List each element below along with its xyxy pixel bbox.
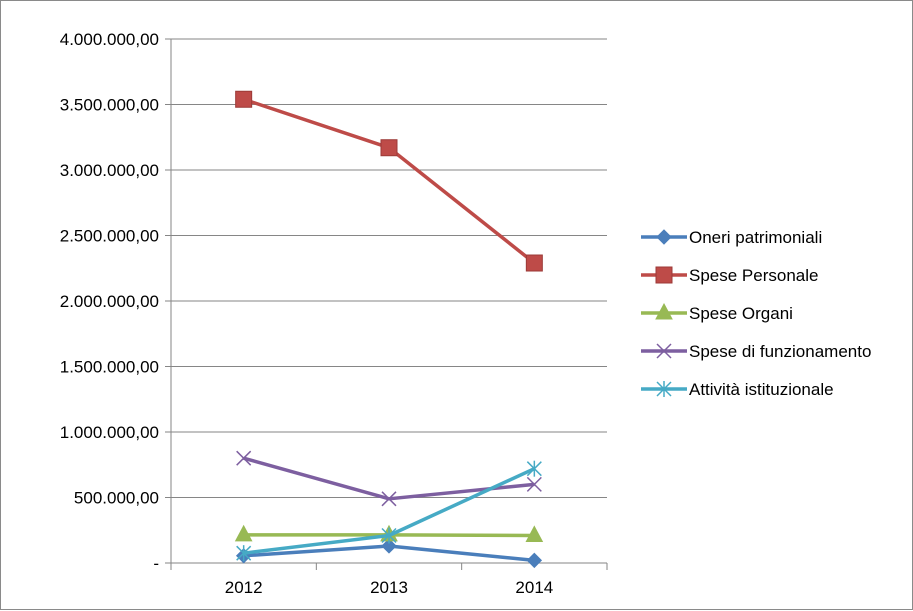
- legend-label: Spese Organi: [689, 304, 793, 323]
- series-4: [236, 460, 542, 562]
- legend-item: Spese Organi: [641, 302, 793, 323]
- x-tick-labels: 2012 2013 2014: [225, 578, 553, 597]
- y-tick-label: 2.500.000,00: [60, 227, 159, 246]
- series-1: [235, 90, 543, 272]
- series-line: [243, 456, 535, 501]
- y-tick-label: 4.000.000,00: [60, 30, 159, 49]
- y-tick-label: 500.000,00: [74, 489, 159, 508]
- legend-marker: [656, 343, 672, 359]
- legend-marker: [656, 229, 672, 245]
- legend-marker: [655, 266, 673, 284]
- y-tick-labels: - 500.000,00 1.000.000,00 1.500.000,00 2.000…: [60, 30, 159, 573]
- data-point: [381, 527, 397, 544]
- x-tick-label: 2012: [225, 578, 263, 597]
- y-tick-label: -: [153, 554, 159, 573]
- data-point: [526, 552, 543, 569]
- legend-item: Attività istituzionale: [641, 380, 834, 399]
- series-line: [243, 97, 536, 265]
- data-point: [525, 525, 544, 542]
- legend-label: Oneri patrimoniali: [689, 228, 822, 247]
- legend-marker: [656, 381, 672, 397]
- data-point: [526, 460, 542, 477]
- legend-item: Oneri patrimoniali: [641, 228, 822, 247]
- x-tick-label: 2014: [515, 578, 553, 597]
- data-point: [525, 254, 543, 272]
- y-tick-label: 3.000.000,00: [60, 161, 159, 180]
- x-tick-label: 2013: [370, 578, 408, 597]
- legend-label: Spese Personale: [689, 266, 818, 285]
- y-tick-label: 1.500.000,00: [60, 358, 159, 377]
- y-tick-label: 3.500.000,00: [60, 96, 159, 115]
- data-point: [381, 491, 397, 507]
- data-point: [526, 476, 542, 492]
- y-tick-label: 1.000.000,00: [60, 423, 159, 442]
- legend: Oneri patrimoniali Spese Personale Spese O…: [641, 228, 871, 399]
- data-point: [235, 90, 253, 108]
- legend-item: Spese Personale: [641, 266, 818, 285]
- data-point: [236, 545, 252, 562]
- legend-label: Attività istituzionale: [689, 380, 834, 399]
- data-point: [381, 538, 397, 554]
- legend-marker: [655, 302, 673, 320]
- data-point: [234, 524, 253, 542]
- data-point: [236, 450, 252, 466]
- series-lines: [234, 90, 544, 569]
- data-point: [380, 139, 398, 157]
- y-tick-label: 2.000.000,00: [60, 292, 159, 311]
- legend-label: Spese di funzionamento: [689, 342, 871, 361]
- legend-item: Spese di funzionamento: [641, 342, 871, 361]
